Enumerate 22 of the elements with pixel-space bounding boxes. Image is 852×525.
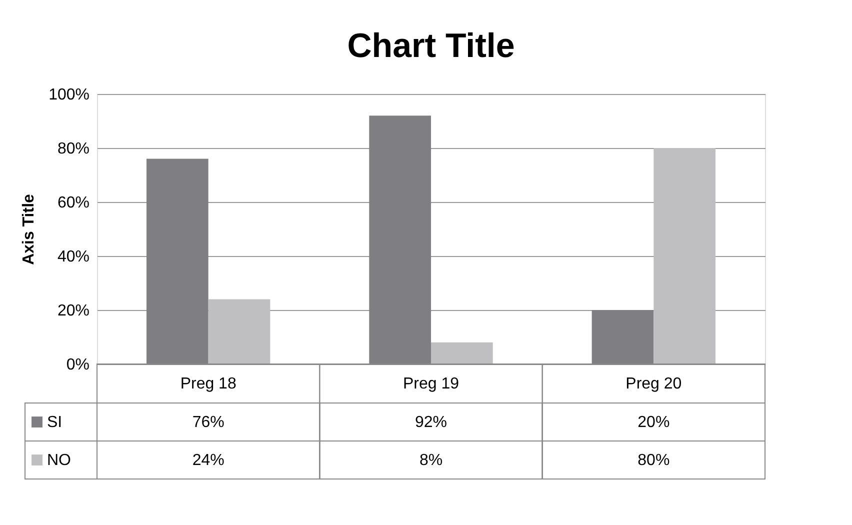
- y-tick-label: 40%: [57, 248, 90, 266]
- x-tick-label: Preg 18: [180, 376, 236, 392]
- x-tick-label: Preg 19: [402, 376, 460, 392]
- data-label: 76%: [192, 414, 224, 431]
- y-tick-label: 0%: [66, 356, 90, 374]
- y-tick-label: 60%: [57, 194, 90, 212]
- data-label: 80%: [638, 452, 670, 469]
- bar: [431, 342, 493, 364]
- data-label: 8%: [419, 452, 443, 469]
- data-label: 24%: [192, 452, 224, 469]
- data-label: 20%: [638, 414, 670, 431]
- bar: [208, 299, 270, 364]
- data-label: 92%: [414, 414, 448, 431]
- y-axis-title: Axis Title: [20, 194, 38, 265]
- y-tick-label: 20%: [57, 302, 90, 320]
- chart-title: Chart Title: [347, 27, 515, 65]
- x-tick-label: Preg 20: [626, 376, 682, 392]
- y-tick-label: 80%: [57, 140, 90, 158]
- y-tick-label: 100%: [48, 86, 90, 104]
- legend-label: NO: [47, 452, 71, 469]
- legend-label: SI: [47, 414, 62, 431]
- bar: [654, 148, 716, 364]
